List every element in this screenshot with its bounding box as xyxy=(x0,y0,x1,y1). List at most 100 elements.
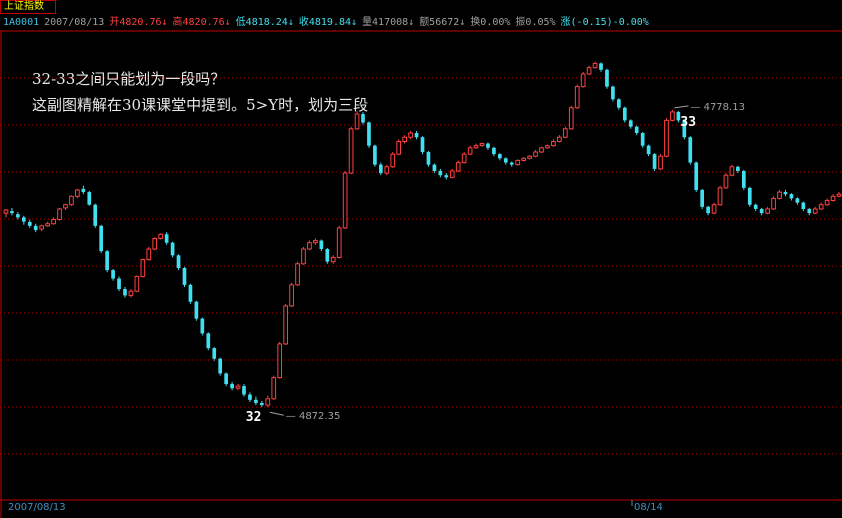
candle-body-down xyxy=(99,225,104,252)
candle-body-up xyxy=(765,208,770,214)
candle-body-up xyxy=(390,153,396,168)
candle-body-up xyxy=(75,189,80,197)
candle-body-down xyxy=(706,206,710,214)
candle-body-up xyxy=(384,166,390,174)
candle-body-up xyxy=(57,208,62,220)
candle-body-down xyxy=(16,214,20,218)
candle-body-up xyxy=(307,242,312,250)
candle-body-up xyxy=(313,240,318,244)
candle-body-up xyxy=(521,157,527,161)
candle-body-down xyxy=(617,99,621,108)
candle-body-down xyxy=(498,154,502,159)
candle-body-up xyxy=(557,136,562,142)
candle-body-up xyxy=(39,225,45,230)
candle-body-down xyxy=(486,143,490,148)
candle-body-down xyxy=(33,225,38,231)
candle-body-up xyxy=(545,145,550,149)
candle-body-down xyxy=(105,251,109,271)
candle-body-up xyxy=(235,385,241,389)
candle-body-down xyxy=(21,217,26,222)
candle-body-down xyxy=(640,133,645,146)
candle-body-down xyxy=(652,154,657,169)
candle-body-down xyxy=(753,204,758,209)
candle-body-down xyxy=(242,386,246,395)
info-bar: 1A0001 2007/08/13 开4820.76↓ 高4820.76↓ 低4818.… xyxy=(3,16,654,29)
window-title-tab[interactable]: 上证指数 xyxy=(0,0,56,14)
candle-body-up xyxy=(580,73,586,88)
candle-body-up xyxy=(836,193,842,197)
candle-body-down xyxy=(373,145,377,165)
candle-body-down xyxy=(182,268,187,285)
candle-body-up xyxy=(140,259,146,277)
price-label: — 4872.35 xyxy=(286,411,341,422)
candle-body-down xyxy=(622,107,627,121)
candle-body-down xyxy=(170,242,175,256)
candle-body-down xyxy=(634,126,639,134)
candle-body-up xyxy=(723,174,729,189)
note-line-1: 32-33之间只能划为一段吗？ xyxy=(32,70,226,88)
candle-body-up xyxy=(134,275,140,292)
candle-body-up xyxy=(283,305,288,345)
candle-body-down xyxy=(379,164,383,174)
pivot-label: 32 xyxy=(246,410,262,425)
candle-body-down xyxy=(212,348,217,359)
candle-body-down xyxy=(218,358,223,374)
candle-body-up xyxy=(51,218,56,225)
candle-body-up xyxy=(467,147,473,155)
candle-body-down xyxy=(224,373,228,384)
candle-body-down xyxy=(188,284,193,302)
candle-body-up xyxy=(717,187,723,206)
info-open: 开4820.76↓ xyxy=(109,17,168,28)
candle-body-up xyxy=(63,204,68,209)
candle-body-up xyxy=(295,263,300,286)
candle-body-up xyxy=(658,155,663,170)
annotation-note: 32-33之间只能划为一段吗？ 这副图精解在30课课堂中提到。5>Y时，划为三段 xyxy=(32,66,368,118)
candle-body-down xyxy=(248,394,252,400)
price-leader-line xyxy=(674,105,689,109)
candle-body-up xyxy=(277,343,283,379)
x-axis-date-marker: 08/14 xyxy=(634,502,663,513)
info-low: 低4818.24↓ xyxy=(235,17,294,28)
candle-body-down xyxy=(694,162,699,190)
candle-body-down xyxy=(503,158,508,163)
candle-body-down xyxy=(438,170,443,176)
x-axis-start-date: 2007/08/13 xyxy=(8,502,66,513)
price-label: — 4778.13 xyxy=(690,102,745,113)
candle-body-up xyxy=(515,159,521,166)
candle-body-up xyxy=(336,227,342,258)
candle-body-up xyxy=(301,248,306,265)
candle-body-up xyxy=(158,233,164,239)
info-high: 高4820.76↓ xyxy=(172,17,231,28)
candle-body-up xyxy=(824,200,830,206)
candle-body-down xyxy=(230,384,234,389)
candle-body-up xyxy=(527,155,532,159)
candle-body-down xyxy=(646,145,651,155)
candle-body-down xyxy=(688,137,693,163)
candle-body-up xyxy=(348,128,354,174)
candle-body-down xyxy=(789,194,794,199)
candle-body-up xyxy=(402,136,407,142)
candle-body-up xyxy=(449,170,455,178)
candle-body-down xyxy=(259,402,264,406)
candle-body-down xyxy=(200,318,205,334)
candle-body-down xyxy=(10,211,14,214)
candle-body-down xyxy=(741,170,746,188)
candle-body-down xyxy=(164,234,169,243)
info-amount: 额56672↓ xyxy=(419,17,466,28)
candle-body-down xyxy=(628,120,633,127)
candle-body-down xyxy=(509,162,514,165)
candle-body-up xyxy=(818,204,824,210)
candle-body-down xyxy=(492,147,496,155)
candle-body-up xyxy=(711,204,717,214)
info-date: 2007/08/13 xyxy=(44,17,105,28)
info-amplitude: 振0.05% xyxy=(515,17,556,28)
candle-body-up xyxy=(408,132,413,138)
candle-body-up xyxy=(128,290,134,296)
info-close: 收4819.84↓ xyxy=(298,17,358,28)
candle-body-down xyxy=(700,189,705,207)
candle-body-down xyxy=(676,111,681,121)
candle-body-up xyxy=(473,145,479,149)
note-line-2: 这副图精解在30课课堂中提到。5>Y时，划为三段 xyxy=(32,96,369,114)
candle-body-down xyxy=(747,187,752,205)
